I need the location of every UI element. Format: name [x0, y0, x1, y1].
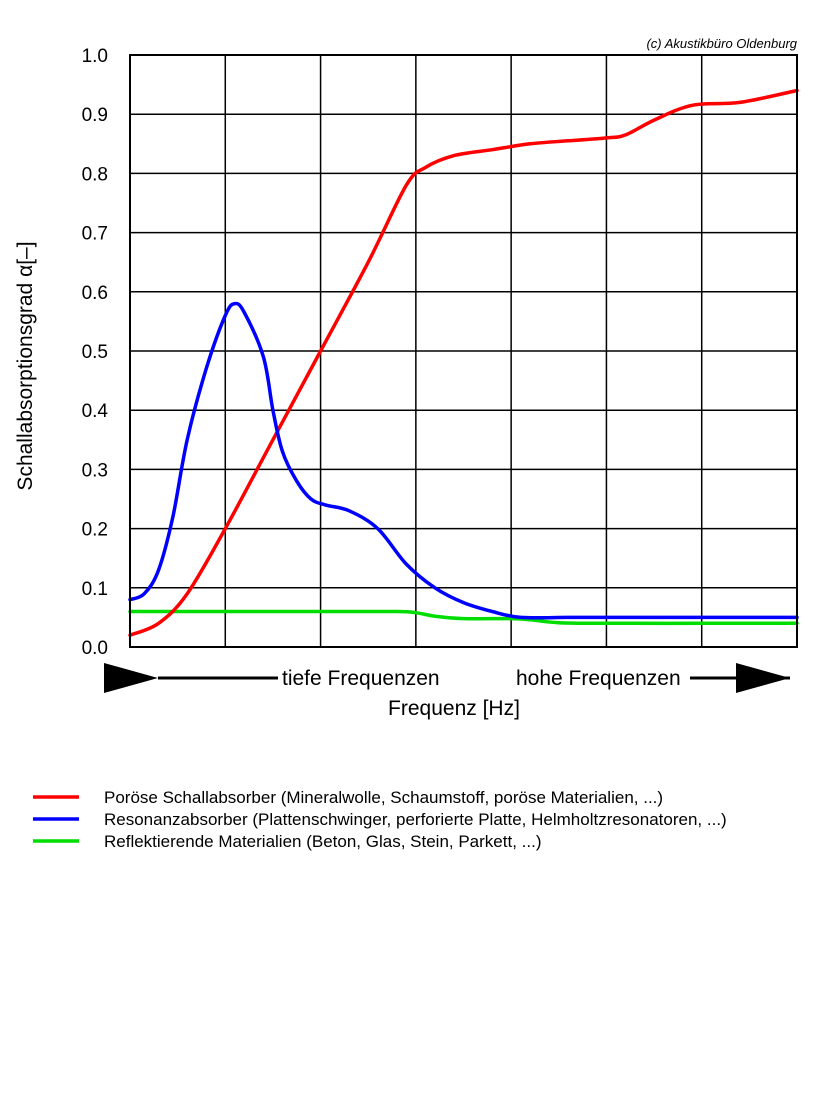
legend-entry: Reflektierende Materialien (Beton, Glas,…: [104, 832, 541, 851]
y-tick-label: 0.8: [82, 164, 108, 185]
y-axis-label: Schallabsorptionsgrad α[–]: [14, 241, 37, 490]
plot-frame: [129, 54, 798, 648]
series-line-2: [128, 301, 799, 620]
y-tick-label: 0.9: [82, 105, 108, 126]
high-frequency-label: hohe Frequenzen: [516, 667, 681, 690]
legend-entry: Resonanzabsorber (Plattenschwinger, perf…: [104, 810, 727, 829]
y-tick-label: 0.4: [82, 401, 109, 422]
legend: Poröse Schallabsorber (Mineralwolle, Sch…: [33, 788, 727, 851]
x-axis-label: Frequenz [Hz]: [388, 697, 520, 720]
y-tick-label: 1.0: [82, 46, 108, 67]
legend-entry: Poröse Schallabsorber (Mineralwolle, Sch…: [104, 788, 663, 807]
copyright-label: (c) Akustikbüro Oldenburg: [646, 36, 797, 51]
y-tick-label: 0.1: [82, 579, 108, 600]
y-tick-label: 0.2: [82, 520, 108, 541]
y-tick-label: 0.6: [82, 283, 108, 304]
low-frequency-label: tiefe Frequenzen: [282, 667, 440, 690]
y-tick-labels: 0.0 0.1 0.2 0.3 0.4 0.5 0.6 0.7 0.8 0.9 1.0: [82, 46, 109, 659]
series-line-1: [128, 88, 799, 637]
data-series: [128, 88, 799, 637]
y-tick-label: 0.3: [82, 460, 108, 481]
y-tick-label: 0.0: [82, 638, 108, 659]
y-tick-label: 0.7: [82, 224, 108, 245]
plot-grid: [130, 55, 797, 647]
y-tick-label: 0.5: [82, 342, 108, 363]
series-line-3: [128, 609, 799, 626]
